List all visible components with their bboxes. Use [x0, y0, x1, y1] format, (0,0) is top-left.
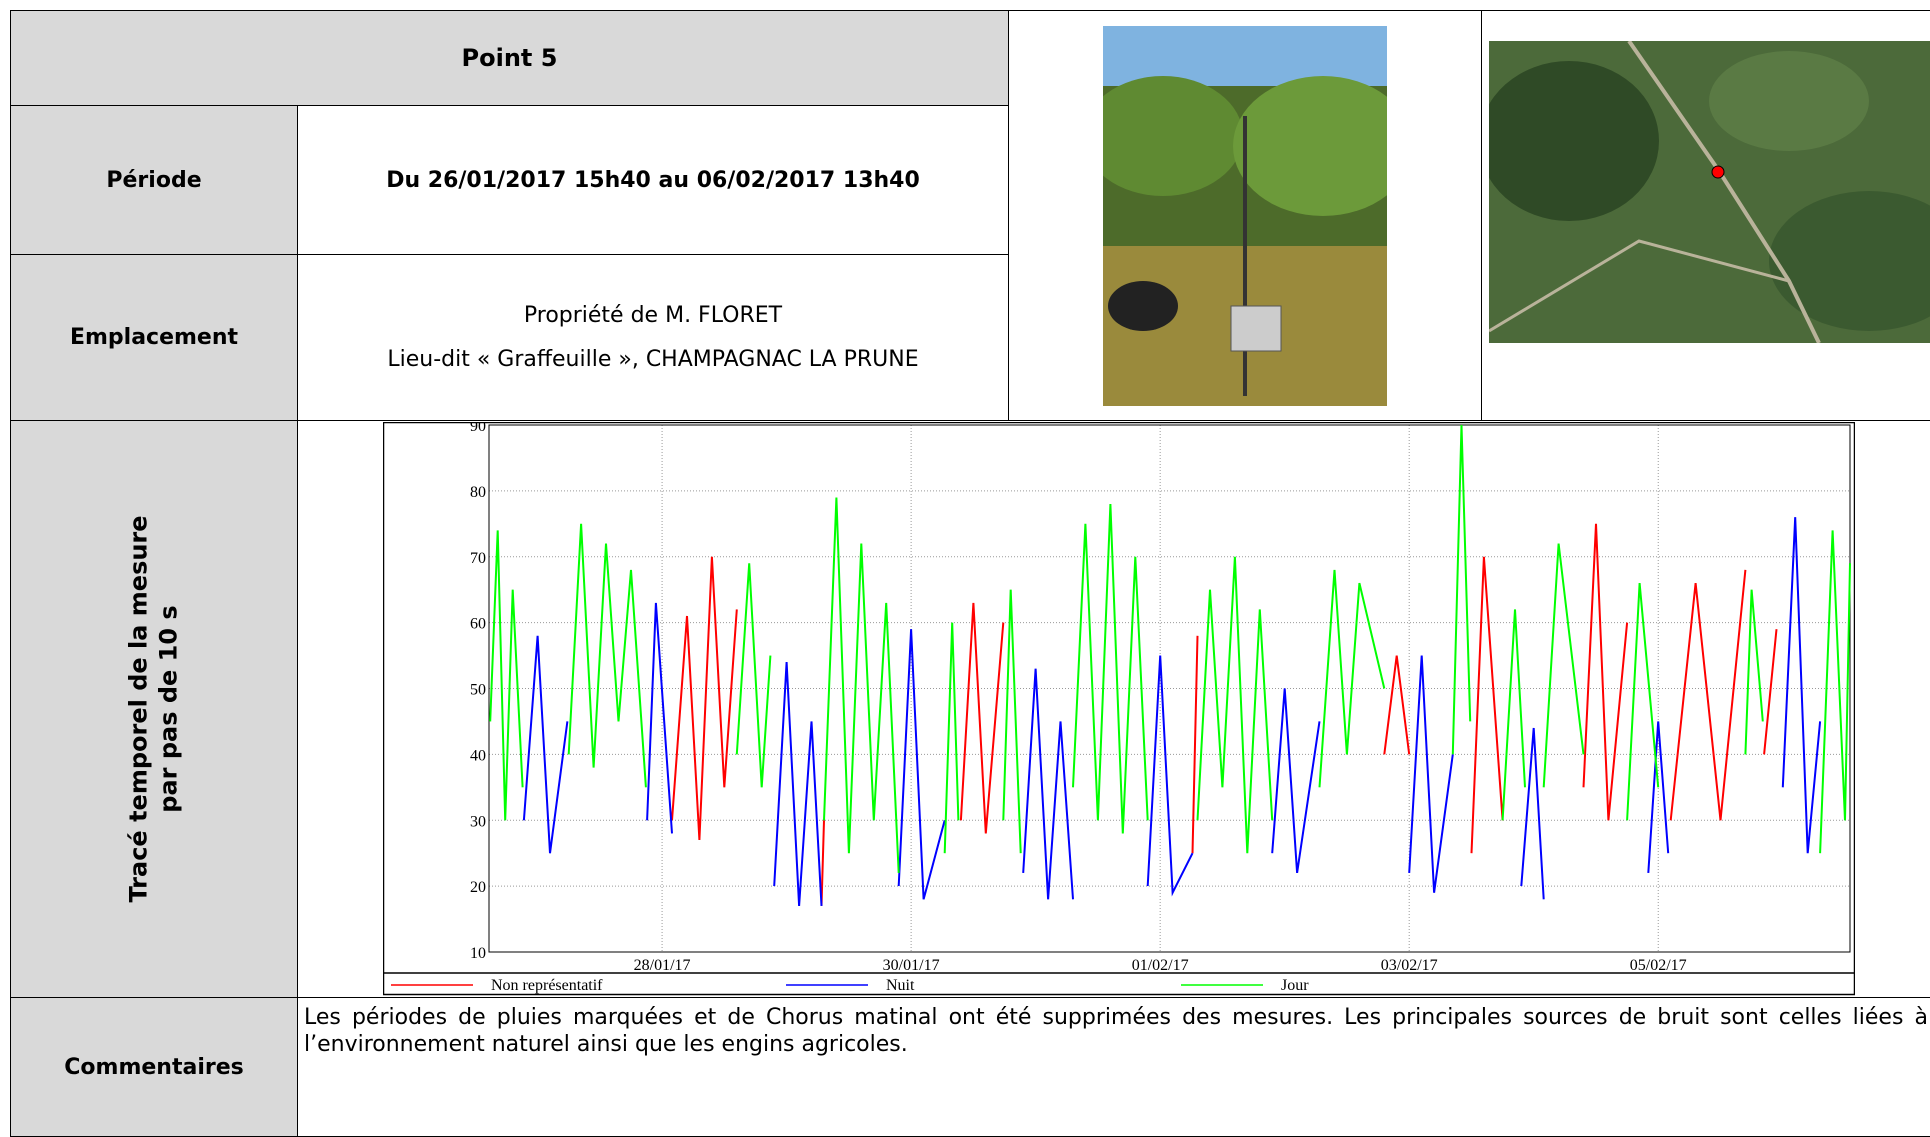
y-tick-label: 90 [470, 422, 486, 435]
comments: Les périodes de pluies marquées et de Ch… [304, 1005, 1928, 1057]
legend-label: Jour [1281, 977, 1309, 994]
y-tick-label: 60 [470, 616, 486, 633]
x-tick-label: 30/01/17 [883, 957, 940, 974]
period: Du 26/01/2017 15h40 au 06/02/2017 13h40 [386, 167, 920, 193]
rotated-label: Tracé temporel de la mesure par pas de 10… [124, 515, 184, 902]
y-tick-label: 20 [470, 879, 486, 896]
location-line: Propriété de M. FLORET [523, 302, 783, 328]
label-cell: Commentaires [10, 997, 298, 1137]
y-tick-label: 70 [470, 550, 486, 567]
title-cell: Point 5 [10, 10, 1009, 106]
series-line [489, 424, 1851, 873]
label: Commentaires [64, 1054, 244, 1080]
label-cell: Emplacement [10, 254, 298, 421]
value-cell: Du 26/01/2017 15h40 au 06/02/2017 13h40 [297, 105, 1009, 255]
title: Point 5 [461, 44, 558, 72]
photo [1103, 25, 1387, 406]
chart: 10 20 30 40 50 60 70 80 90 28/01/17 30/01/17 01/02/… [383, 422, 1855, 996]
x-tick-label: 03/02/17 [1381, 957, 1438, 974]
y-tick-label: 80 [470, 484, 486, 501]
legend-label: Non représentatif [491, 977, 603, 994]
comments-cell: Les périodes de pluies marquées et de Ch… [297, 997, 1930, 1137]
map [1489, 41, 1930, 343]
location-line: Lieu-dit « Graffeuille », CHAMPAGNAC LA … [387, 346, 919, 372]
value-cell: Propriété de M. FLORET Lieu-dit « Graffeu… [297, 254, 1009, 421]
y-tick-label: 50 [470, 682, 486, 699]
y-tick-label: 10 [470, 945, 486, 962]
plot-frame [488, 424, 1851, 953]
legend-label: Nuit [886, 977, 915, 994]
series-line [522, 517, 1822, 906]
photo-cell [1008, 10, 1482, 421]
x-tick-label: 28/01/17 [634, 957, 691, 974]
label: Période [106, 167, 202, 193]
y-tick-label: 30 [470, 813, 486, 830]
x-tick-label: 01/02/17 [1132, 957, 1189, 974]
label: Emplacement [69, 325, 239, 350]
x-tick-label: 05/02/17 [1630, 957, 1687, 974]
map-cell [1481, 10, 1930, 421]
y-tick-label: 40 [470, 747, 486, 764]
label-line: Tracé temporel de la mesure [125, 515, 154, 903]
label-line: par pas de 10 s [155, 605, 184, 813]
series-line [671, 523, 1778, 906]
label-cell: Tracé temporel de la mesure par pas de 10… [10, 420, 298, 998]
label-cell: Période [10, 105, 298, 255]
